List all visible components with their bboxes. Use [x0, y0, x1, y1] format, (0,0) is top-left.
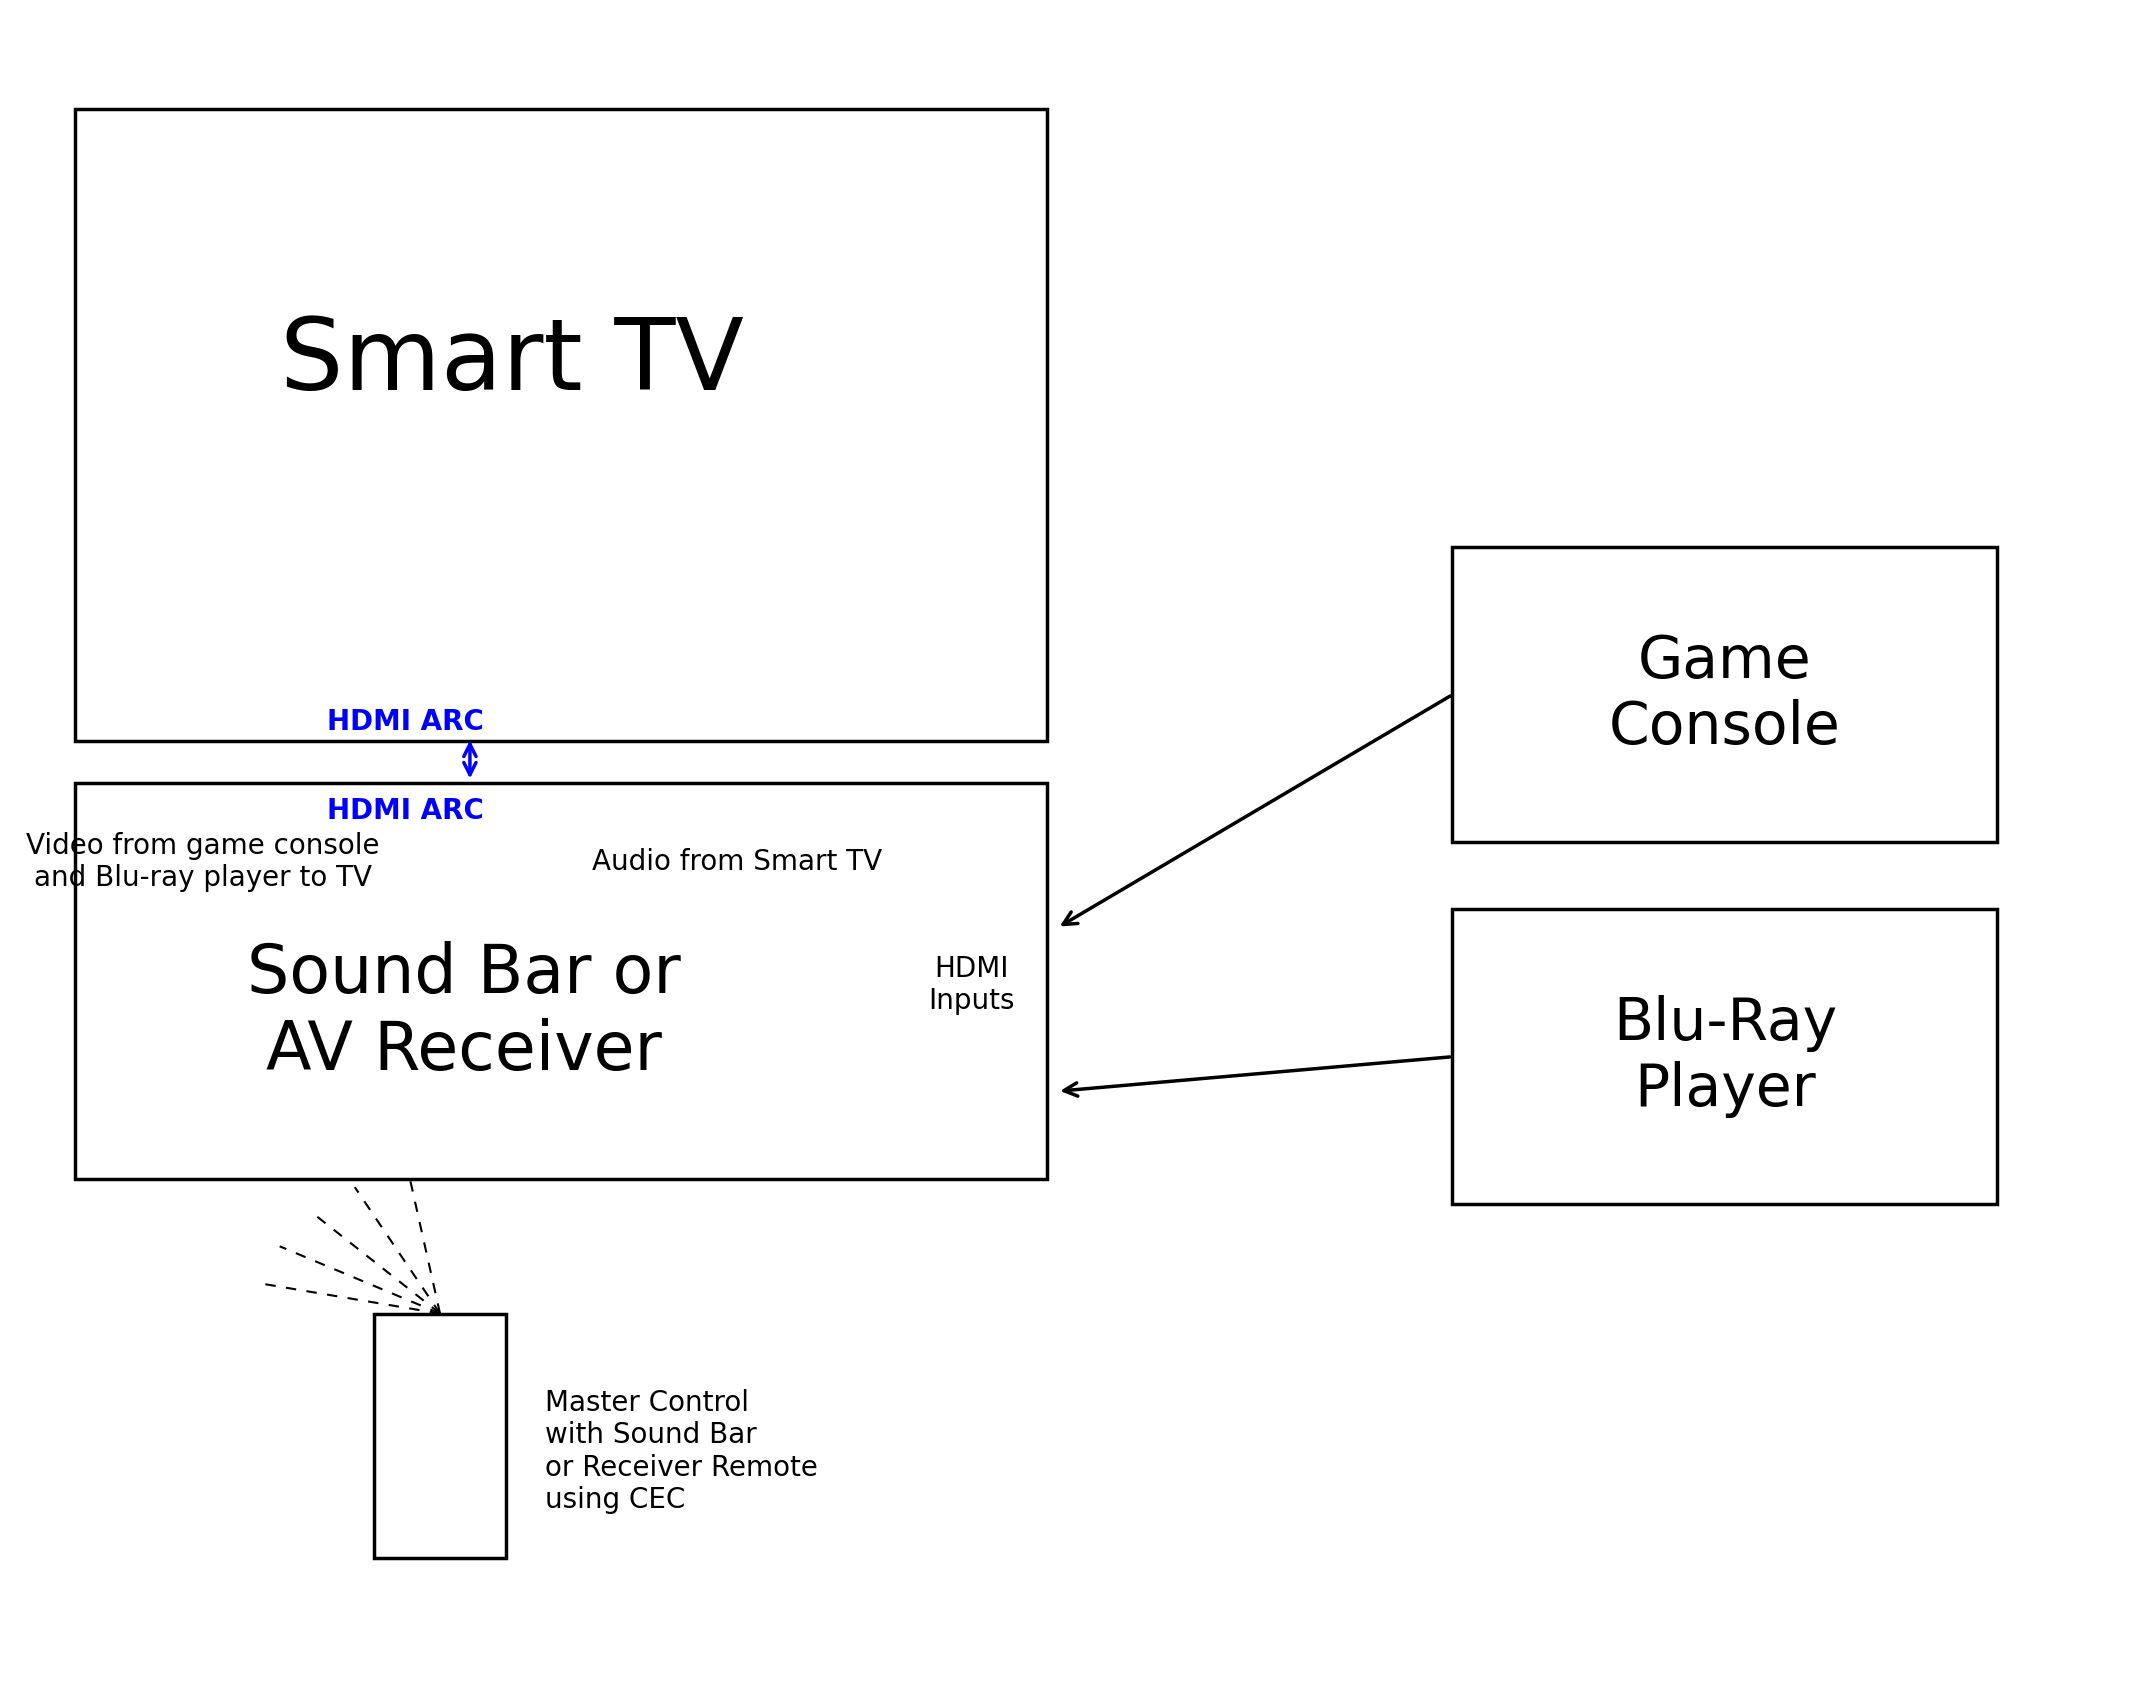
Text: Sound Bar or
AV Receiver: Sound Bar or AV Receiver	[246, 941, 681, 1084]
Bar	[75, 109, 1047, 741]
Bar	[1452, 909, 1997, 1204]
Bar	[75, 783, 1047, 1179]
Text: HDMI ARC: HDMI ARC	[327, 707, 485, 736]
Text: Game
Console: Game Console	[1608, 633, 1841, 756]
Text: Video from game console
and Blu-ray player to TV: Video from game console and Blu-ray play…	[26, 832, 380, 893]
Text: Blu-Ray
Player: Blu-Ray Player	[1613, 995, 1837, 1118]
Text: HDMI ARC: HDMI ARC	[327, 797, 485, 825]
Text: HDMI
Inputs: HDMI Inputs	[929, 955, 1015, 1015]
Text: Smart TV: Smart TV	[280, 313, 743, 411]
Bar	[374, 1314, 506, 1558]
Bar	[1452, 547, 1997, 842]
Text: Audio from Smart TV: Audio from Smart TV	[592, 849, 882, 876]
Text: Master Control
with Sound Bar
or Receiver Remote
using CEC: Master Control with Sound Bar or Receive…	[545, 1389, 818, 1514]
